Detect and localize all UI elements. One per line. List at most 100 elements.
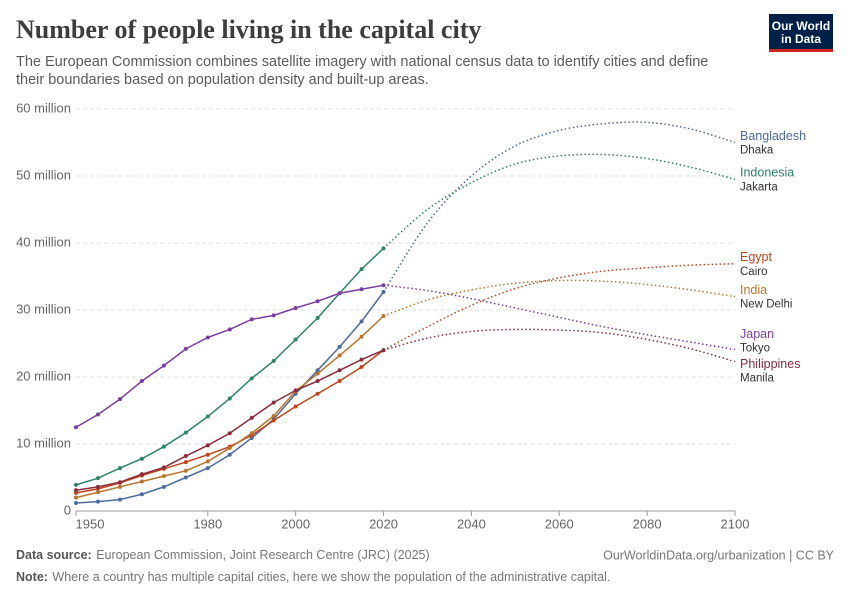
chart-title: Number of people living in the capital c… (16, 15, 481, 44)
point (161, 474, 166, 479)
line (75, 284, 384, 428)
point (315, 299, 320, 304)
note-text: Where a country has multiple capital cit… (52, 570, 610, 584)
point (315, 391, 320, 396)
x-tick-label: 2000 (281, 516, 310, 531)
point (337, 368, 342, 373)
x-tick-label: 1980 (193, 516, 222, 531)
point (95, 484, 100, 489)
point (205, 459, 210, 464)
point (271, 413, 276, 418)
point (315, 368, 320, 373)
point (293, 337, 298, 342)
source-text: European Commission, Joint Research Cent… (96, 548, 429, 562)
point (359, 287, 364, 292)
logo[interactable] (769, 14, 833, 52)
line (75, 315, 385, 499)
point (139, 479, 144, 484)
point (271, 313, 276, 318)
point (227, 452, 232, 457)
projection-line (383, 279, 736, 317)
y-tick-label: 50 million (16, 167, 71, 182)
projection-line (382, 121, 736, 293)
projection-line (383, 153, 736, 249)
point (205, 335, 210, 340)
x-tick-label: 1950 (76, 516, 105, 531)
point (139, 456, 144, 461)
logo-text: in Data (781, 32, 821, 46)
logo-bar (769, 49, 833, 52)
point (381, 348, 386, 353)
point (161, 444, 166, 449)
x-tick-label: 2080 (633, 516, 662, 531)
legend-city: Dhaka (740, 145, 774, 157)
point (381, 246, 386, 251)
point (117, 497, 122, 502)
legend-label: Japan (740, 327, 774, 341)
point (337, 353, 342, 358)
point (227, 431, 232, 436)
note: Note: Where a country has multiple capit… (16, 569, 610, 586)
url[interactable]: OurWorldinData.org/urbanization | CC BY (603, 548, 835, 562)
point (359, 364, 364, 369)
logo-text: Our World (772, 19, 830, 33)
point (161, 484, 166, 489)
x-tick-label: 2020 (369, 516, 398, 531)
x-tick-label: 2040 (457, 516, 486, 531)
point (359, 319, 364, 324)
point (205, 443, 210, 448)
point (315, 371, 320, 376)
point (271, 400, 276, 405)
legend-city: New Delhi (740, 299, 792, 311)
point (95, 490, 100, 495)
point (315, 379, 320, 384)
legend-city: Tokyo (740, 343, 770, 355)
point (183, 430, 188, 435)
point (183, 460, 188, 465)
point (74, 495, 78, 500)
y-tick-label: 60 million (16, 100, 71, 115)
point (359, 267, 364, 272)
point (337, 291, 342, 296)
x-tick-label: 2100 (721, 516, 750, 531)
legend-label: Egypt (740, 250, 772, 264)
point (117, 466, 122, 471)
legend-city: Cairo (740, 266, 767, 278)
subtitle: The European Commission combines satelli… (16, 54, 708, 70)
legend-city: Manila (740, 373, 774, 385)
note-label: Note: (16, 570, 48, 584)
point (249, 415, 254, 420)
point (293, 404, 298, 409)
projection-line (383, 328, 736, 363)
legend-label: India (740, 283, 767, 297)
point (249, 317, 254, 322)
point (117, 397, 122, 402)
point (227, 327, 232, 332)
point (359, 357, 364, 362)
projection-line (383, 284, 736, 351)
point (183, 468, 188, 473)
point (139, 492, 144, 497)
projection-line (383, 263, 736, 351)
point (95, 499, 100, 504)
point (381, 314, 386, 319)
y-tick-label: 0 (64, 502, 71, 517)
point (315, 316, 320, 321)
point (381, 283, 386, 288)
y-tick-label: 30 million (16, 301, 71, 316)
point (95, 412, 100, 417)
legend-label: Indonesia (740, 166, 794, 180)
point (293, 305, 298, 310)
source-label: Data source: (16, 548, 92, 562)
point (337, 379, 342, 384)
legend-label: Philippines (740, 357, 800, 371)
source: Data source: European Commission, Joint … (16, 547, 430, 564)
point (205, 414, 210, 419)
line (75, 349, 384, 491)
subtitle: their boundaries based on population den… (16, 72, 429, 88)
point (74, 482, 78, 487)
point (74, 425, 78, 430)
legend-label: Bangladesh (740, 129, 806, 143)
point (183, 346, 188, 351)
